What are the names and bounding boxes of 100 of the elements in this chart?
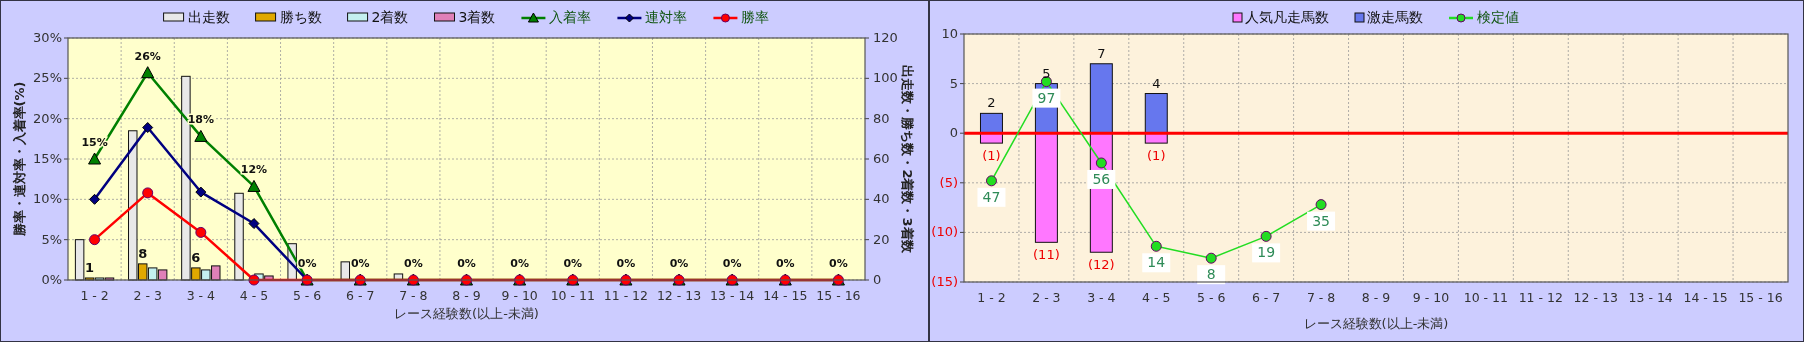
data-label: 7 <box>1097 45 1106 61</box>
point <box>89 193 101 205</box>
data-label: 0% <box>297 257 317 270</box>
x-tick-label: 7 - 8 <box>399 288 428 303</box>
point <box>1205 252 1217 264</box>
x-tick-label: 10 - 11 <box>1463 290 1509 305</box>
y-tick-label: 25% <box>33 70 62 86</box>
point <box>195 186 207 198</box>
x-tick-label: 5 - 6 <box>292 288 322 303</box>
bar <box>1144 93 1168 134</box>
data-label: 5 <box>1042 65 1051 81</box>
x-tick-label: 6 - 7 <box>1251 290 1281 305</box>
x-tick-label: 9 - 10 <box>1412 290 1450 305</box>
x-tick-label: 3 - 4 <box>1087 290 1116 305</box>
y2-tick-label: 120 <box>873 30 898 45</box>
y-tick-label: (15) <box>931 274 958 289</box>
data-label: 0% <box>829 257 848 270</box>
y2-tick-label: 60 <box>873 151 890 166</box>
y2-tick-label: 40 <box>873 191 890 207</box>
point <box>142 187 154 199</box>
y-tick-label: 5 <box>949 75 958 91</box>
data-label: (11) <box>1033 247 1060 263</box>
point <box>1260 230 1272 242</box>
y2-tick-label: 0 <box>873 272 882 287</box>
y2-tick-label: 80 <box>873 110 890 126</box>
y2-tick-label: 20 <box>873 231 890 247</box>
data-label: 0% <box>563 257 583 270</box>
point <box>1040 76 1052 88</box>
data-label: 47 <box>982 188 1001 205</box>
data-label: 0% <box>616 257 636 270</box>
x-tick-label: 11 - 12 <box>603 288 649 303</box>
data-label: 0% <box>457 257 476 270</box>
data-label: 14 <box>1147 254 1166 271</box>
data-label: 12% <box>240 163 268 177</box>
point <box>1150 240 1162 252</box>
x-tick-label: 9 - 10 <box>501 288 538 303</box>
x-tick-label: 5 - 6 <box>1197 290 1226 305</box>
data-label: (1) <box>1147 148 1166 164</box>
legend-label: 2着数 <box>371 9 409 25</box>
x-tick-label: 1 - 2 <box>977 290 1006 305</box>
y-tick-label: 0% <box>41 272 62 287</box>
y-tick-label: (10) <box>931 224 958 240</box>
data-label: 19 <box>1257 244 1276 261</box>
point <box>194 129 208 142</box>
x-tick-label: 8 - 9 <box>1361 290 1391 305</box>
data-label: 35 <box>1312 212 1330 229</box>
legend-label: 検定値 <box>1477 9 1519 25</box>
legend-label: 勝ち数 <box>279 9 322 25</box>
x-tick-label: 11 - 12 <box>1518 290 1563 305</box>
legend-label: 出走数 <box>187 9 230 25</box>
bar <box>1034 132 1058 243</box>
data-label: 0% <box>669 257 689 270</box>
data-label: 0% <box>404 257 423 270</box>
legend-label: 人気凡走馬数 <box>1245 9 1329 25</box>
data-label: 0% <box>350 257 370 270</box>
x-tick-label: 15 - 16 <box>1738 290 1783 305</box>
data-label: (12) <box>1087 257 1115 273</box>
point <box>248 218 260 230</box>
x-tick-label: 4 - 5 <box>1142 290 1171 305</box>
data-label: 2 <box>987 95 996 111</box>
y-tick-label: 10 <box>941 26 958 41</box>
data-label: 0% <box>722 257 742 270</box>
point <box>142 122 154 134</box>
x-tick-label: 12 - 13 <box>656 288 702 303</box>
y2-axis-title: 出走数・勝ち数・2着数・3着数 <box>900 65 915 254</box>
legend-label: 勝率 <box>741 9 770 25</box>
point <box>1095 157 1107 169</box>
y-tick-label: 30% <box>33 30 62 45</box>
point <box>89 234 101 246</box>
data-label: 26% <box>134 49 161 63</box>
legend-label: 入着率 <box>549 9 592 25</box>
bar <box>979 112 1003 134</box>
y-tick-label: 10% <box>33 191 62 207</box>
bar <box>1089 63 1113 134</box>
x-axis-title: レース経験数(以上-未満) <box>1303 316 1449 331</box>
data-label: 0% <box>775 257 795 270</box>
x-tick-label: 14 - 15 <box>763 288 808 303</box>
bar <box>340 261 351 281</box>
y-tick-label: 0 <box>949 125 958 141</box>
data-label: 4 <box>1152 75 1161 91</box>
y-tick-label: (5) <box>939 174 958 190</box>
point <box>195 226 207 238</box>
data-label: 6 <box>191 249 201 265</box>
x-tick-label: 13 - 14 <box>1628 290 1673 305</box>
data-label: 56 <box>1092 170 1111 187</box>
legend-label: 激走馬数 <box>1367 9 1423 25</box>
x-tick-label: 2 - 3 <box>1032 290 1061 305</box>
data-label: 8 <box>138 245 148 261</box>
point <box>88 152 102 165</box>
y-axis-title: 勝率・連対率・入着率(%) <box>12 81 27 238</box>
point <box>141 66 155 79</box>
x-tick-label: 4 - 5 <box>239 288 269 303</box>
point <box>985 175 997 187</box>
x-tick-label: 1 - 2 <box>80 288 109 303</box>
y-tick-label: 15% <box>33 151 62 166</box>
data-label: 97 <box>1037 89 1056 106</box>
point <box>247 179 261 192</box>
y-tick-label: 5% <box>41 231 62 247</box>
x-tick-label: 3 - 4 <box>186 288 216 303</box>
legend-label: 3着数 <box>458 9 496 25</box>
